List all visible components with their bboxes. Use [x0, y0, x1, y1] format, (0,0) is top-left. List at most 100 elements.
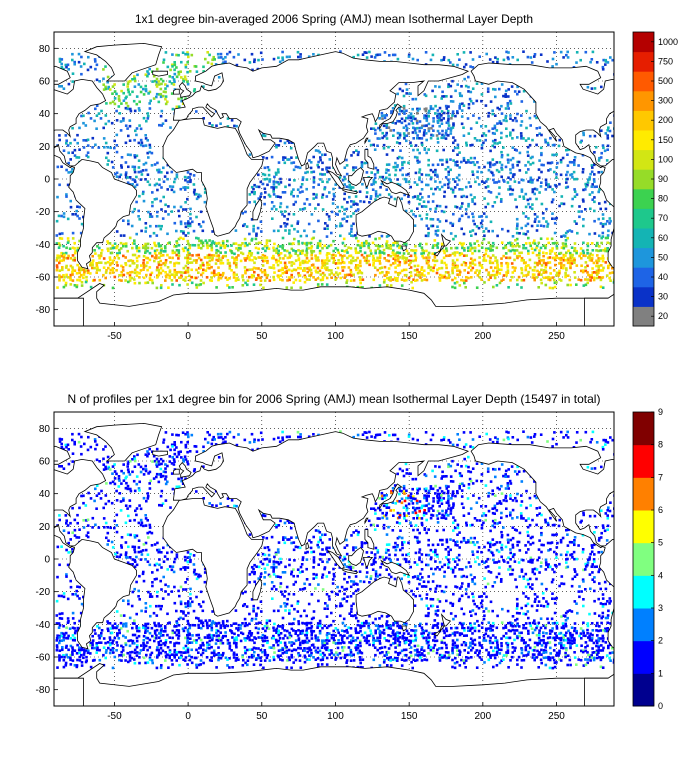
colorbar-segment: [633, 32, 654, 53]
data-cell: [528, 205, 532, 209]
data-cell: [520, 259, 523, 262]
data-cell: [582, 131, 585, 135]
data-cell: [182, 458, 185, 461]
data-cell: [456, 463, 459, 466]
data-cell: [303, 267, 306, 270]
data-cell: [113, 463, 116, 466]
data-cell: [261, 253, 265, 257]
data-cell: [467, 181, 471, 184]
data-cell: [398, 132, 402, 135]
data-cell: [420, 521, 424, 525]
data-cell: [136, 249, 139, 253]
data-cell: [184, 271, 187, 274]
data-cell: [126, 153, 130, 156]
data-cell: [427, 148, 430, 151]
data-cell: [542, 271, 545, 274]
data-cell: [487, 491, 491, 495]
data-cell: [167, 213, 170, 216]
data-cell: [248, 268, 252, 271]
data-cell: [440, 185, 444, 189]
data-cell: [189, 217, 192, 220]
data-cell: [444, 104, 448, 108]
data-cell: [423, 114, 426, 117]
data-cell: [69, 278, 72, 282]
data-cell: [113, 246, 116, 249]
data-cell: [248, 250, 252, 253]
data-cell: [195, 259, 198, 262]
data-cell: [71, 151, 74, 154]
data-cell: [357, 530, 360, 534]
data-cell: [594, 526, 598, 529]
data-cell: [451, 126, 455, 129]
data-cell: [173, 276, 176, 279]
data-cell: [434, 484, 437, 488]
data-cell: [489, 266, 493, 269]
data-cell: [511, 128, 515, 132]
data-cell: [477, 249, 481, 253]
data-cell: [164, 203, 167, 207]
data-cell: [301, 252, 304, 255]
data-cell: [161, 217, 165, 220]
data-cell: [325, 166, 328, 170]
data-cell: [288, 256, 291, 259]
data-cell: [460, 227, 463, 231]
data-cell: [265, 241, 269, 245]
data-cell: [564, 274, 567, 277]
data-cell: [125, 95, 128, 99]
data-cell: [253, 60, 256, 64]
data-cell: [451, 112, 455, 116]
data-cell: [385, 123, 389, 127]
data-cell: [478, 519, 482, 522]
data-cell: [494, 468, 497, 471]
data-cell: [465, 144, 468, 147]
data-cell: [498, 161, 502, 164]
data-cell: [529, 436, 533, 439]
data-cell: [571, 197, 574, 201]
colorbar-segment: [633, 286, 654, 307]
data-cell: [482, 141, 485, 145]
data-cell: [385, 188, 388, 191]
data-cell: [421, 124, 424, 128]
data-cell: [456, 183, 459, 186]
data-cell: [451, 262, 455, 265]
data-cell: [579, 278, 583, 282]
data-cell: [555, 245, 559, 248]
data-cell: [131, 210, 135, 214]
data-cell: [383, 134, 386, 138]
data-cell: [385, 494, 388, 497]
data-cell: [411, 131, 415, 134]
data-cell: [546, 261, 550, 265]
data-cell: [73, 440, 76, 444]
data-cell: [82, 215, 85, 219]
data-cell: [215, 242, 218, 245]
data-cell: [106, 240, 109, 243]
data-cell: [303, 276, 307, 279]
data-cell: [111, 100, 115, 104]
data-cell: [520, 480, 524, 483]
colorbar-segment: [633, 71, 654, 92]
data-cell: [560, 256, 564, 260]
data-cell: [469, 524, 472, 527]
data-cell: [416, 58, 419, 62]
data-cell: [146, 246, 150, 250]
data-cell: [405, 127, 409, 130]
data-cell: [396, 254, 400, 258]
data-cell: [308, 274, 311, 277]
data-cell: [248, 61, 252, 64]
data-cell: [522, 178, 525, 182]
data-cell: [104, 65, 107, 68]
data-cell: [484, 138, 487, 142]
data-cell: [473, 249, 477, 253]
data-cell: [525, 274, 528, 277]
data-cell: [232, 435, 236, 439]
data-cell: [84, 504, 88, 507]
data-cell: [569, 173, 572, 177]
data-cell: [297, 55, 300, 59]
data-cell: [391, 53, 395, 57]
data-cell: [553, 241, 557, 245]
data-cell: [504, 496, 507, 500]
data-cell: [292, 161, 296, 164]
data-cell: [346, 273, 349, 277]
data-cell: [449, 509, 453, 512]
data-cell: [318, 269, 322, 273]
